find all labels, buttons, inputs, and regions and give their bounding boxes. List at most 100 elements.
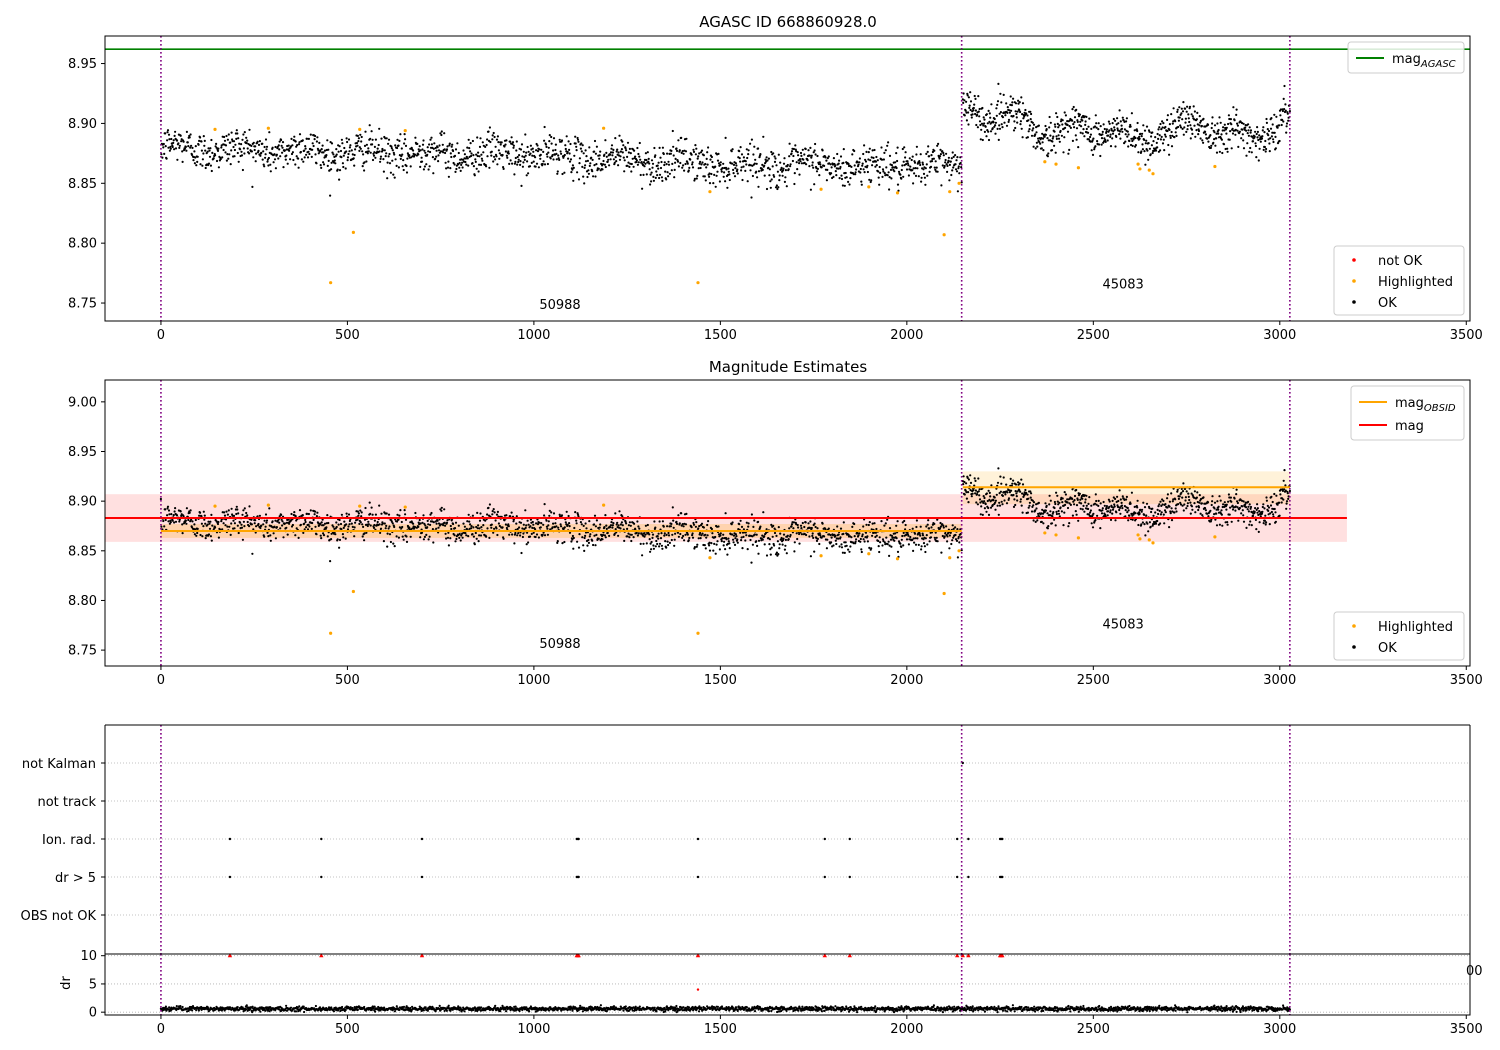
ok-point [994,508,997,511]
ok-point [1115,500,1118,503]
ok-point [1204,507,1207,510]
ok-point [1094,519,1097,522]
ok-point [254,531,257,534]
ok-point [1255,156,1258,159]
ok-point [263,165,266,168]
ok-point [281,151,284,154]
ok-point [808,526,812,530]
ok-point [1140,510,1143,513]
ok-point [849,177,852,180]
ok-point [895,166,898,170]
ok-point [1199,119,1203,122]
ok-point [994,499,998,502]
ok-point [323,149,327,152]
ok-point [761,168,764,171]
ok-point [659,166,663,170]
ok-point [291,151,294,154]
ok-point [796,168,799,171]
ok-point [386,532,389,535]
ok-point [1170,113,1173,116]
ok-point [753,519,756,522]
ok-point [1032,519,1035,522]
ok-point [661,179,664,182]
ok-point [871,149,874,152]
ok-point [973,94,976,98]
ok-point [1199,512,1202,515]
ok-point [814,153,817,156]
ok-point [236,508,239,511]
ok-point [1124,509,1127,512]
ok-point [944,532,947,535]
ok-point [736,172,739,175]
ok-point [220,520,223,523]
ok-point [392,542,395,545]
ok-point [297,157,300,160]
ok-point [346,156,350,159]
ok-point [895,524,898,527]
ok-point [1168,123,1171,126]
ok-point [674,157,677,160]
ok-point [305,153,308,156]
ok-point [1012,114,1015,118]
ok-point [504,143,507,146]
ok-point [510,136,513,139]
ok-point [1213,501,1217,504]
ok-point [728,178,731,182]
ok-point [243,525,246,528]
ok-point [642,542,645,545]
ok-point [985,492,989,495]
ok-point [1181,110,1185,113]
ok-point [376,147,379,150]
ok-point [1061,497,1064,500]
ok-point [888,554,891,558]
ok-point [1091,526,1095,529]
ok-point [708,182,712,185]
ok-point [645,158,648,162]
ok-point [474,531,477,535]
ok-point [283,522,286,525]
ok-point [1195,118,1198,121]
ok-point [972,106,975,110]
ok-point [1045,128,1048,131]
ok-point [1162,513,1165,516]
ok-point [196,160,199,163]
highlighted-point [942,233,946,237]
ok-point [893,539,896,542]
ok-point [519,521,523,524]
ok-point [1072,105,1075,109]
ok-point [557,154,560,157]
ok-point [739,519,742,522]
ok-point [890,177,893,180]
ok-point [1048,126,1051,129]
ok-point [1099,502,1102,505]
ok-point [506,156,509,159]
ok-point [663,163,666,167]
ok-point [311,148,314,151]
ok-point [484,145,487,148]
ok-point [380,137,383,140]
ok-point [745,521,748,524]
ok-point [419,165,422,168]
ok-point [682,534,685,538]
ok-point [907,534,910,537]
ok-point [635,160,638,164]
ok-point [346,159,349,162]
ok-point [496,163,499,166]
ok-point [225,510,228,513]
ok-point [702,154,706,157]
ok-point [579,521,583,524]
ok-point [430,136,433,139]
ok-point [832,175,835,178]
ok-point [369,151,372,154]
ok-point [905,163,908,166]
ok-point [746,548,749,551]
ok-point [749,142,752,145]
ok-point [245,142,248,145]
ok-point [240,150,243,153]
ok-point [499,143,502,146]
ok-point [950,173,953,177]
ok-point [318,141,321,144]
ok-point [1030,510,1034,513]
ok-point [793,182,796,186]
